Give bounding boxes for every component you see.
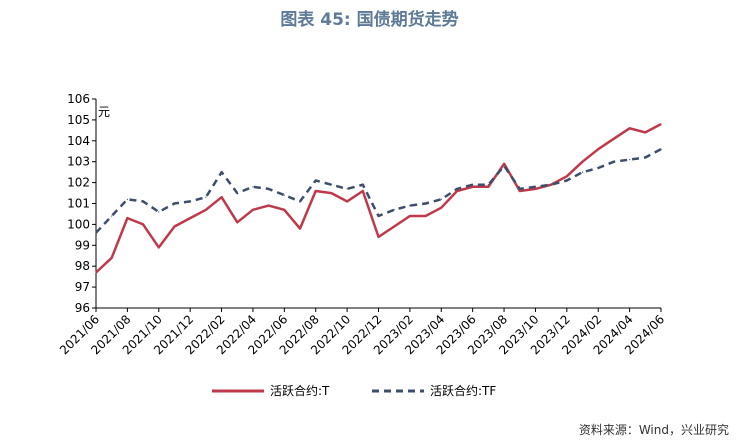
data-point bbox=[330, 192, 333, 194]
data-point bbox=[299, 227, 301, 230]
data-point bbox=[283, 209, 285, 211]
data-point bbox=[268, 204, 270, 207]
data-point bbox=[299, 200, 301, 203]
data-point bbox=[252, 209, 254, 211]
data-point bbox=[95, 232, 97, 234]
data-point bbox=[660, 148, 662, 150]
data-point bbox=[173, 225, 176, 228]
data-point bbox=[111, 215, 113, 217]
data-point bbox=[487, 186, 489, 188]
data-point bbox=[126, 217, 128, 219]
data-point bbox=[424, 215, 427, 217]
data-point bbox=[503, 163, 505, 165]
y-tick-label: 102 bbox=[67, 176, 90, 190]
data-point bbox=[173, 202, 176, 205]
data-point bbox=[189, 217, 191, 219]
data-point bbox=[660, 123, 662, 125]
y-tick-label: 104 bbox=[67, 134, 90, 148]
data-point bbox=[644, 156, 646, 159]
data-point bbox=[550, 184, 552, 186]
data-point bbox=[268, 188, 270, 190]
data-point bbox=[236, 221, 238, 223]
data-point bbox=[126, 198, 128, 200]
data-point bbox=[487, 184, 489, 186]
data-point bbox=[189, 200, 191, 203]
y-tick-label: 100 bbox=[67, 217, 90, 231]
data-point bbox=[597, 148, 599, 150]
data-point bbox=[503, 165, 505, 167]
y-tick-label: 98 bbox=[75, 259, 90, 273]
data-point bbox=[315, 190, 317, 192]
data-point bbox=[205, 196, 207, 198]
data-point bbox=[629, 159, 631, 161]
data-point bbox=[346, 188, 348, 190]
data-point bbox=[566, 175, 568, 177]
y-axis-unit: 元 bbox=[98, 105, 110, 119]
data-point bbox=[519, 190, 521, 192]
y-tick-label: 105 bbox=[67, 113, 90, 127]
source-note: 资料来源：Wind，兴业研究 bbox=[578, 423, 729, 437]
series-line-1 bbox=[95, 148, 662, 234]
data-point bbox=[393, 225, 395, 228]
data-point bbox=[95, 271, 97, 274]
data-point bbox=[566, 179, 568, 182]
data-point bbox=[236, 192, 238, 194]
data-point bbox=[456, 190, 458, 192]
data-point bbox=[440, 198, 442, 200]
y-tick-label: 101 bbox=[67, 197, 90, 211]
data-point bbox=[409, 215, 411, 217]
data-point bbox=[393, 209, 395, 211]
data-point bbox=[111, 257, 113, 259]
data-point bbox=[597, 167, 599, 169]
data-point bbox=[534, 186, 537, 188]
data-point bbox=[424, 202, 427, 205]
data-point bbox=[409, 204, 411, 207]
data-point bbox=[629, 127, 631, 129]
y-tick-label: 103 bbox=[67, 155, 90, 169]
data-point bbox=[377, 236, 380, 238]
legend-label-0: 活跃合约:T bbox=[270, 383, 330, 398]
data-point bbox=[220, 196, 223, 198]
data-point bbox=[252, 186, 254, 188]
data-point bbox=[330, 184, 333, 186]
data-point bbox=[362, 184, 364, 186]
data-point bbox=[158, 211, 160, 213]
series-line-0 bbox=[95, 122, 662, 274]
data-point bbox=[315, 179, 317, 182]
data-point bbox=[613, 161, 615, 163]
y-tick-label: 96 bbox=[75, 301, 90, 315]
data-point bbox=[472, 186, 474, 188]
data-point bbox=[142, 223, 144, 225]
data-point bbox=[346, 200, 348, 203]
data-point bbox=[519, 188, 521, 190]
y-tick-label: 106 bbox=[67, 92, 90, 106]
y-tick-label: 97 bbox=[75, 280, 90, 294]
data-point bbox=[472, 184, 474, 186]
data-point bbox=[377, 215, 380, 217]
legend-label-1: 活跃合约:TF bbox=[430, 383, 496, 398]
data-point bbox=[534, 188, 537, 190]
data-point bbox=[283, 194, 285, 196]
legend: 活跃合约:T 活跃合约:TF bbox=[212, 383, 496, 398]
y-tick-label: 99 bbox=[75, 238, 90, 252]
data-point bbox=[581, 161, 584, 163]
data-point bbox=[205, 209, 207, 211]
data-point bbox=[456, 188, 458, 190]
data-point bbox=[362, 190, 364, 192]
axes: 96979899100101102103104105106元2021/06202… bbox=[57, 92, 667, 357]
data-point bbox=[158, 246, 160, 248]
data-point bbox=[220, 171, 223, 173]
data-point bbox=[142, 200, 144, 203]
data-point bbox=[613, 138, 615, 140]
chart-title: 图表 45: 国债期货走势 bbox=[280, 10, 459, 30]
data-point bbox=[440, 207, 442, 209]
data-point bbox=[644, 131, 646, 134]
data-point bbox=[581, 171, 584, 173]
series-lines bbox=[95, 122, 662, 274]
